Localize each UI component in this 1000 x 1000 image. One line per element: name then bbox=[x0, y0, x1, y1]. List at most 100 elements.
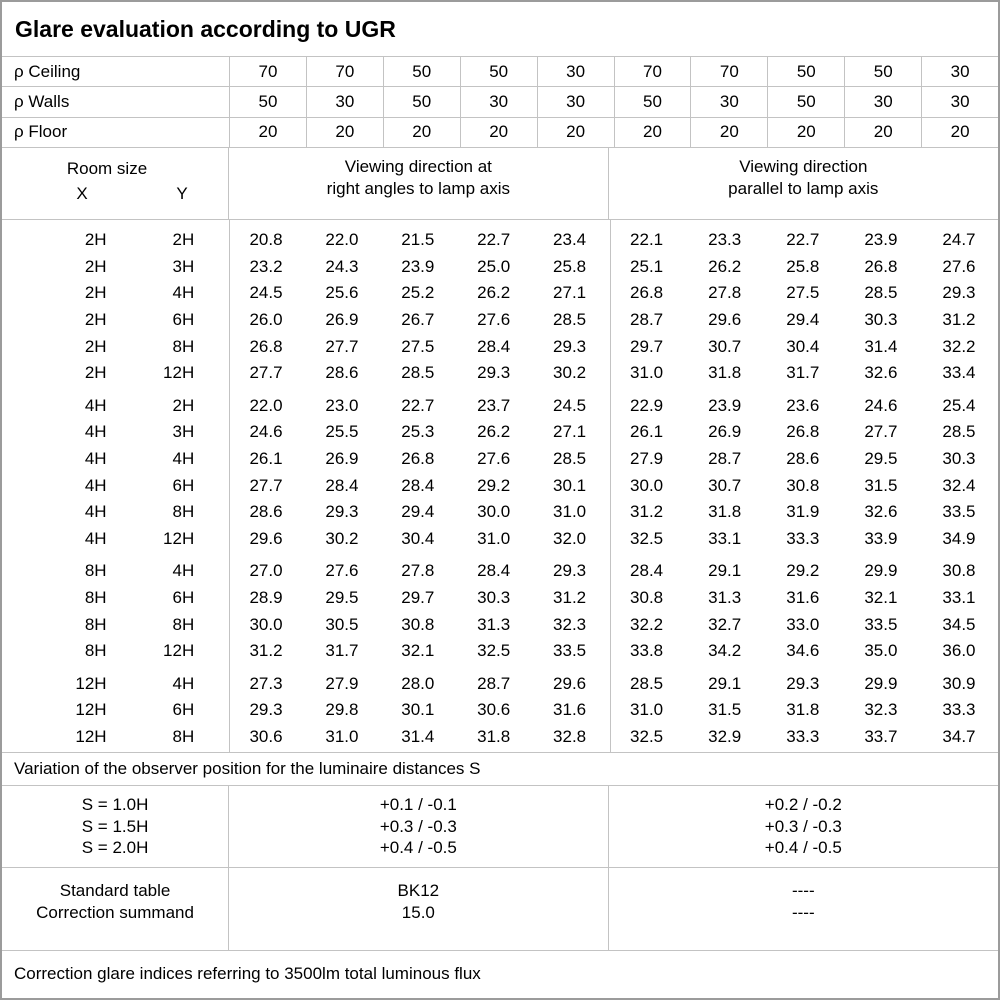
ugr-value: 29.3 bbox=[553, 561, 587, 581]
ugr-value: 33.1 bbox=[708, 528, 742, 548]
parallel-group-header: Viewing direction parallel to lamp axis bbox=[607, 147, 998, 219]
room-size-x: 4H bbox=[84, 502, 107, 522]
ugr-value: 27.5 bbox=[401, 336, 435, 356]
ugr-value: 29.5 bbox=[864, 448, 898, 468]
room-size-x: 4H bbox=[84, 448, 107, 468]
ugr-value: 26.9 bbox=[325, 309, 359, 329]
ugr-value: 28.5 bbox=[630, 673, 664, 693]
right-angles-values: 27.3 27.9 28.0 28.7 29.6 bbox=[228, 674, 607, 694]
ugr-value: 31.4 bbox=[864, 336, 898, 356]
reflectance-value: 50 bbox=[382, 57, 460, 87]
table-row: 4H 2H 22.0 23.0 22.7 23.7 24.5 22.9 23.9 23.6 24.6… bbox=[2, 392, 998, 419]
room-size-y: 2H bbox=[172, 395, 195, 415]
ugr-value: 27.6 bbox=[477, 448, 511, 468]
ugr-value: 32.3 bbox=[553, 614, 587, 634]
ugr-value: 28.9 bbox=[249, 587, 283, 607]
ugr-value: 28.7 bbox=[477, 673, 511, 693]
summary-label: Correction summand bbox=[36, 903, 194, 923]
room-size-y: 2H bbox=[172, 230, 195, 250]
ugr-value: 33.0 bbox=[786, 614, 820, 634]
right-angles-values: 27.0 27.6 27.8 28.4 29.3 bbox=[228, 561, 607, 581]
ugr-value: 30.6 bbox=[477, 700, 511, 720]
ugr-value: 26.7 bbox=[401, 309, 435, 329]
ugr-value: 27.7 bbox=[249, 475, 283, 495]
reflectance-value: 50 bbox=[459, 57, 537, 87]
ugr-value: 29.3 bbox=[786, 673, 820, 693]
ugr-value: 26.9 bbox=[708, 422, 742, 442]
ugr-value: 23.0 bbox=[325, 395, 359, 415]
ugr-value: 26.0 bbox=[249, 309, 283, 329]
ugr-value: 31.5 bbox=[864, 475, 898, 495]
room-size-x: 2H bbox=[84, 336, 107, 356]
table-row: 4H 8H 28.6 29.3 29.4 30.0 31.0 31.2 31.8 31.9 32.6… bbox=[2, 499, 998, 526]
ugr-value: 26.1 bbox=[630, 422, 664, 442]
ugr-value: 29.3 bbox=[553, 336, 587, 356]
variation-value: +0.3 / -0.3 bbox=[764, 816, 842, 836]
ugr-value: 28.4 bbox=[630, 561, 664, 581]
parallel-values: 26.1 26.9 26.8 27.7 28.5 bbox=[608, 422, 998, 442]
ugr-value: 30.1 bbox=[553, 475, 587, 495]
ugr-value: 28.4 bbox=[325, 475, 359, 495]
ugr-value: 25.1 bbox=[630, 256, 664, 276]
ugr-value: 23.7 bbox=[477, 395, 511, 415]
ugr-value: 28.4 bbox=[401, 475, 435, 495]
reflectance-value: 30 bbox=[690, 87, 767, 117]
reflectance-value: 30 bbox=[536, 57, 614, 87]
luminaire-distance-label: S = 2.0H bbox=[81, 838, 149, 858]
table-row: 4H 3H 24.6 25.5 25.3 26.2 27.1 26.1 26.9 26.8 27.7… bbox=[2, 419, 998, 446]
room-size-x: 2H bbox=[84, 256, 107, 276]
parallel-values: 28.7 29.6 29.4 30.3 31.2 bbox=[608, 310, 998, 330]
ugr-value: 32.1 bbox=[401, 641, 435, 661]
room-size-x: 8H bbox=[84, 614, 107, 634]
room-size-x: 2H bbox=[84, 230, 107, 250]
ugr-value: 27.1 bbox=[553, 422, 587, 442]
ugr-value: 31.9 bbox=[786, 502, 820, 522]
ugr-value: 27.0 bbox=[249, 561, 283, 581]
ugr-value: 23.6 bbox=[786, 395, 820, 415]
ugr-value: 30.8 bbox=[630, 587, 664, 607]
summary-value: ---- bbox=[791, 880, 815, 900]
room-size-y: 4H bbox=[172, 283, 195, 303]
ugr-value: 23.4 bbox=[553, 230, 587, 250]
ugr-value: 23.9 bbox=[864, 230, 898, 250]
ugr-value: 26.2 bbox=[477, 283, 511, 303]
reflectance-value: 20 bbox=[382, 117, 460, 147]
reflectance-value: 30 bbox=[844, 87, 921, 117]
ugr-value: 28.5 bbox=[401, 363, 435, 383]
parallel-values: 31.0 31.8 31.7 32.6 33.4 bbox=[608, 363, 998, 383]
group-separator bbox=[610, 219, 611, 752]
room-size-x: 2H bbox=[84, 309, 107, 329]
variation-value: +0.3 / -0.3 bbox=[379, 816, 457, 836]
ugr-value: 25.0 bbox=[477, 256, 511, 276]
ugr-value: 28.5 bbox=[553, 448, 587, 468]
right-angles-values: 26.1 26.9 26.8 27.6 28.5 bbox=[228, 449, 607, 469]
ugr-value: 32.4 bbox=[942, 475, 976, 495]
page-title: Glare evaluation according to UGR bbox=[2, 2, 998, 57]
ugr-value: 27.8 bbox=[401, 561, 435, 581]
ugr-value: 26.8 bbox=[786, 422, 820, 442]
ugr-value: 36.0 bbox=[942, 641, 976, 661]
footer-note: Correction glare indices referring to 35… bbox=[14, 963, 481, 983]
ugr-value: 33.7 bbox=[864, 726, 898, 746]
ugr-value: 29.2 bbox=[786, 561, 820, 581]
parallel-values: 28.4 29.1 29.2 29.9 30.8 bbox=[608, 561, 998, 581]
ugr-value: 31.3 bbox=[708, 587, 742, 607]
reflectance-value: 20 bbox=[229, 117, 306, 147]
parallel-values: 32.5 32.9 33.3 33.7 34.7 bbox=[608, 727, 998, 747]
ugr-value: 31.3 bbox=[477, 614, 511, 634]
ugr-value: 30.1 bbox=[401, 700, 435, 720]
ugr-value: 28.5 bbox=[864, 283, 898, 303]
room-size-y: 6H bbox=[172, 309, 195, 329]
right-angles-values: 24.6 25.5 25.3 26.2 27.1 bbox=[228, 422, 607, 442]
table-row: 8H 12H 31.2 31.7 32.1 32.5 33.5 33.8 34.2 34.6 35.… bbox=[2, 638, 998, 665]
ugr-value: 26.2 bbox=[477, 422, 511, 442]
parallel-values: 26.8 27.8 27.5 28.5 29.3 bbox=[608, 283, 998, 303]
ugr-value: 27.9 bbox=[325, 673, 359, 693]
ugr-value: 34.7 bbox=[942, 726, 976, 746]
ugr-value: 26.8 bbox=[401, 448, 435, 468]
ugr-value: 30.4 bbox=[786, 336, 820, 356]
right-angles-values: 27.7 28.6 28.5 29.3 30.2 bbox=[228, 363, 607, 383]
luminaire-distance-label: S = 1.5H bbox=[81, 816, 149, 836]
reflectance-row: ρ Ceiling 70 70 50 50 30 70 70 50 50 30 bbox=[2, 57, 998, 88]
ugr-value: 24.7 bbox=[942, 230, 976, 250]
